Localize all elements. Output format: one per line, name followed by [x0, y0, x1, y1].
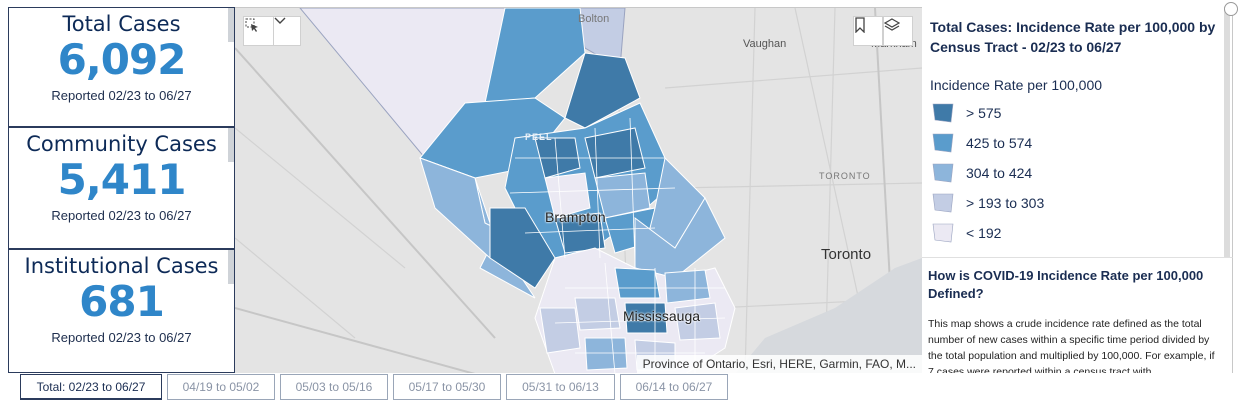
- legend-label: < 192: [966, 225, 1002, 241]
- tab-0503-0516[interactable]: 05/03 to 05/16: [280, 374, 388, 400]
- chevron-down-icon: [274, 17, 286, 24]
- legend-panel: Total Cases: Incidence Rate per 100,000 …: [922, 7, 1233, 257]
- layers-button[interactable]: [883, 16, 913, 46]
- panel-scrollbar[interactable]: [228, 250, 234, 284]
- community-cases-subtitle: Reported 02/23 to 06/27: [51, 208, 192, 223]
- legend-swatch: [932, 223, 954, 243]
- legend-item: > 193 to 303: [932, 192, 1044, 214]
- institutional-cases-value: 681: [79, 277, 165, 326]
- expand-icon[interactable]: [1224, 2, 1238, 16]
- legend-item: > 575: [932, 102, 1001, 124]
- legend-item: 304 to 424: [932, 162, 1032, 184]
- place-label-toronto: Toronto: [821, 246, 872, 263]
- place-label-peel: PEEL: [525, 132, 553, 142]
- total-cases-value: 6,092: [57, 35, 187, 84]
- legend-swatch: [932, 193, 954, 213]
- total-cases-panel: Total Cases 6,092 Reported 02/23 to 06/2…: [8, 7, 235, 127]
- panel-scrollbar[interactable]: [228, 8, 234, 42]
- tab-0531-0613[interactable]: 05/31 to 06/13: [506, 374, 615, 400]
- community-cases-panel: Community Cases 5,411 Reported 02/23 to …: [8, 127, 235, 249]
- legend-label: 304 to 424: [966, 165, 1033, 181]
- info-title: How is COVID-19 Incidence Rate per 100,0…: [928, 268, 1204, 301]
- legend-scrollbar[interactable]: [1224, 7, 1230, 257]
- select-tool-button[interactable]: [243, 16, 273, 46]
- place-label-vaughan: Vaughan: [743, 38, 787, 50]
- place-label-brampton: Brampton: [545, 209, 606, 225]
- community-cases-title: Community Cases: [26, 132, 217, 156]
- legend-swatch: [932, 163, 954, 183]
- panel-scrollbar[interactable]: [228, 128, 234, 162]
- legend-heading: Incidence Rate per 100,000: [930, 77, 1103, 93]
- legend-swatch: [932, 103, 954, 123]
- total-cases-title: Total Cases: [62, 12, 181, 36]
- layers-icon: [884, 18, 900, 31]
- institutional-cases-title: Institutional Cases: [24, 254, 219, 278]
- info-body: This map shows a crude incidence rate de…: [928, 318, 1215, 373]
- map-canvas[interactable]: [235, 8, 922, 373]
- legend-label: > 193 to 303: [966, 195, 1045, 211]
- tab-0517-0530[interactable]: 05/17 to 05/30: [393, 374, 501, 400]
- institutional-cases-panel: Institutional Cases 681 Reported 02/23 t…: [8, 249, 235, 373]
- legend-item: < 192: [932, 222, 1001, 244]
- tab-0419-0502[interactable]: 04/19 to 05/02: [167, 374, 275, 400]
- select-tool-dropdown[interactable]: [273, 16, 301, 46]
- legend-label: > 575: [966, 105, 1002, 121]
- legend-title: Total Cases: Incidence Rate per 100,000 …: [930, 19, 1216, 55]
- place-label-toronto-region: TORONTO: [819, 171, 871, 181]
- tab-0614-0627[interactable]: 06/14 to 06/27: [620, 374, 728, 400]
- place-label-mississauga: Mississauga: [623, 308, 701, 324]
- select-tool-icon: [245, 18, 258, 32]
- bookmarks-button[interactable]: [853, 16, 883, 46]
- info-panel: How is COVID-19 Incidence Rate per 100,0…: [922, 257, 1233, 373]
- bookmark-icon: [855, 17, 865, 33]
- choropleth-map[interactable]: Bolton Vaughan Markham PEEL Brampton TOR…: [235, 7, 922, 373]
- map-attribution[interactable]: Province of Ontario, Esri, HERE, Garmin,…: [636, 355, 922, 373]
- legend-swatch: [932, 133, 954, 153]
- tab-total[interactable]: Total: 02/23 to 06/27: [20, 374, 162, 400]
- institutional-cases-subtitle: Reported 02/23 to 06/27: [51, 330, 192, 345]
- legend-label: 425 to 574: [966, 135, 1033, 151]
- total-cases-subtitle: Reported 02/23 to 06/27: [51, 88, 192, 103]
- place-label-bolton: Bolton: [578, 13, 610, 25]
- legend-item: 425 to 574: [932, 132, 1032, 154]
- community-cases-value: 5,411: [57, 155, 187, 204]
